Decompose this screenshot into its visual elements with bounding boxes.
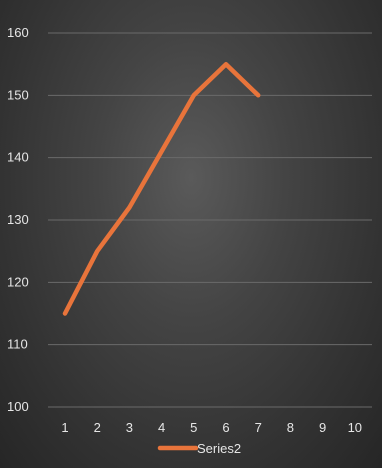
x-tick-label: 7: [255, 420, 262, 435]
x-tick-label: 4: [158, 420, 165, 435]
y-tick-label: 160: [7, 25, 29, 40]
series-line: [62, 61, 261, 316]
x-tick-label: 5: [190, 420, 197, 435]
x-axis-ticks: 1 2 3 4 5 6 7 8 9 10: [61, 420, 362, 435]
x-tick-label: 8: [287, 420, 294, 435]
y-tick-label: 100: [7, 399, 29, 414]
y-tick-label: 140: [7, 150, 29, 165]
x-tick-label: 1: [61, 420, 68, 435]
y-tick-label: 120: [7, 274, 29, 289]
legend: Series2: [157, 441, 241, 456]
y-tick-label: 130: [7, 212, 29, 227]
x-tick-label: 10: [348, 420, 362, 435]
x-tick-label: 2: [94, 420, 101, 435]
y-tick-label: 150: [7, 87, 29, 102]
y-axis-ticks: 100 110 120 130 140 150 160: [7, 25, 29, 414]
gridlines: [48, 32, 372, 408]
x-tick-label: 9: [319, 420, 326, 435]
x-tick-label: 6: [222, 420, 229, 435]
x-tick-label: 3: [126, 420, 133, 435]
series-layer: [62, 61, 261, 316]
legend-label: Series2: [197, 441, 241, 456]
y-tick-label: 110: [7, 337, 28, 352]
